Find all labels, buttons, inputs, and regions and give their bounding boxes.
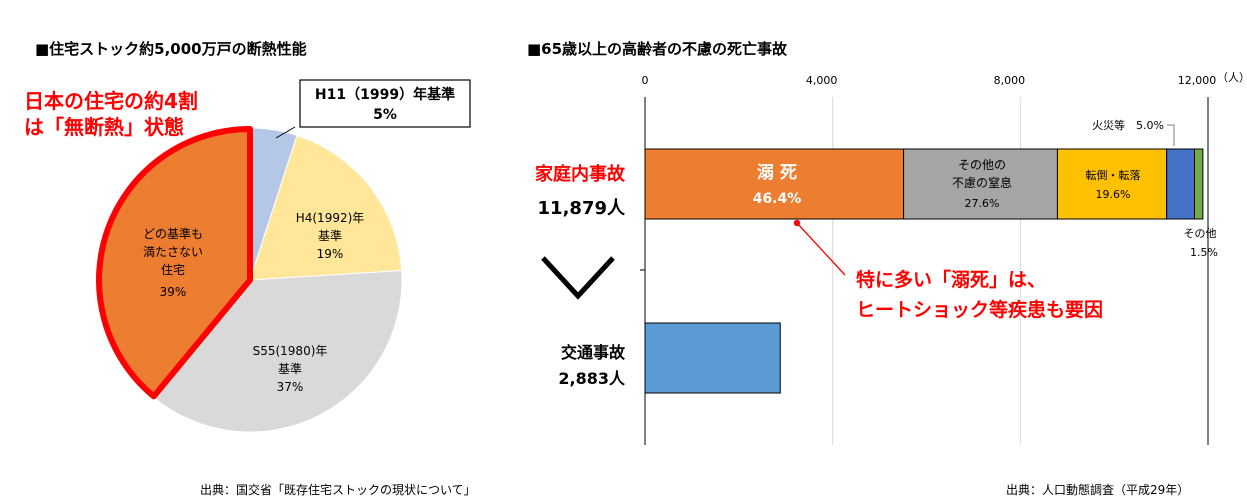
pie-source-note: 出典：国交省「既存住宅ストックの現状について」 (200, 483, 476, 497)
pie-annotation-line2: は「無断熱」状態 (24, 115, 184, 139)
pie-annotation-line1: 日本の住宅の約4割 (24, 89, 198, 113)
pie-label-h4-line2: 基準 (318, 228, 342, 243)
pie-label-s55-value: 37% (277, 380, 304, 394)
x-tick-label: 0 (642, 74, 649, 87)
pie-label-h4-value: 19% (317, 247, 344, 261)
category-traffic-accident-name: 交通事故 (561, 343, 626, 362)
segment-label-fall-pct: 19.6% (1096, 188, 1131, 201)
bar-chart-title: ■65歳以上の高齢者の不慮の死亡事故 (527, 40, 788, 58)
segment-label-fall-name: 転倒・転落 (1086, 169, 1141, 182)
unit-label: （人） (1217, 71, 1247, 84)
pie-chart: 日本の住宅の約4割 は「無断熱」状態 H11（1999）年基準 5% H4(19… (24, 79, 471, 433)
pie-label-none-line3: 住宅 (161, 262, 185, 277)
pie-slice-s55 (152, 269, 403, 433)
no-insulation-highlight-outline (96, 126, 253, 400)
pie-label-none-line1: どの基準も (143, 226, 203, 241)
x-tick-label: 8,000 (994, 74, 1026, 87)
pie-label-s55-line1: S55(1980)年 (253, 344, 328, 358)
segment-label-fire: 火災等 5.0% (1092, 118, 1164, 132)
segment-label-choke-line2: 不慮の窒息 (952, 175, 1012, 190)
category-home-accident-total: 11,879人 (538, 198, 626, 219)
bar-segment-fire (1166, 148, 1196, 220)
pie-label-none-line2: 満たさない (143, 245, 203, 259)
bar-segment-fall (1056, 148, 1168, 220)
segment-label-other-name: その他 (1184, 227, 1217, 240)
bar-segment-choking (903, 148, 1058, 220)
drowning-annotation-leader (796, 222, 846, 276)
category-traffic-accident-total: 2,883人 (558, 369, 626, 388)
fire-leader-line (1167, 124, 1175, 146)
x-tick-label: 4,000 (806, 74, 838, 87)
pie-slice-h4 (249, 134, 403, 281)
x-tick-label: 12,000 (1178, 74, 1217, 87)
bar-annotation-line1: 特に多い「溺死」は、 (856, 268, 1046, 291)
bar-chart: 0 4,000 8,000 12,000 （人） 家庭内事故 11,879人 交通事故… (535, 71, 1247, 445)
segment-label-drowning-pct: 46.4% (753, 191, 802, 207)
bar-traffic-accident (644, 322, 781, 394)
bar-segment-other (1194, 148, 1204, 220)
bar-annotation-line2: ヒートショック等疾患も要因 (856, 298, 1103, 321)
h11-callout-line1: H11（1999）年基準 (315, 86, 455, 103)
segment-label-other-pct: 1.5% (1190, 246, 1218, 259)
segment-label-choke-line1: その他の (958, 158, 1006, 172)
h11-callout-leader (275, 126, 296, 139)
pie-label-s55-line2: 基準 (278, 361, 302, 376)
segment-label-choke-pct: 27.6% (965, 197, 1000, 210)
h11-callout-box (299, 79, 471, 128)
h11-callout-line2: 5% (373, 107, 397, 123)
category-home-accident-name: 家庭内事故 (535, 163, 626, 185)
comparison-chevron-icon (541, 256, 615, 300)
pie-label-none-value: 39% (160, 285, 187, 299)
bar-segment-drowning (644, 148, 905, 220)
bar-source-note: 出典：人口動態調査（平成29年） (1006, 483, 1190, 497)
segment-label-drowning-name: 溺 死 (757, 163, 797, 183)
pie-chart-title: ■住宅ストック約5,000万戸の断熱性能 (35, 40, 307, 58)
pie-label-h4-line1: H4(1992)年 (296, 211, 365, 225)
